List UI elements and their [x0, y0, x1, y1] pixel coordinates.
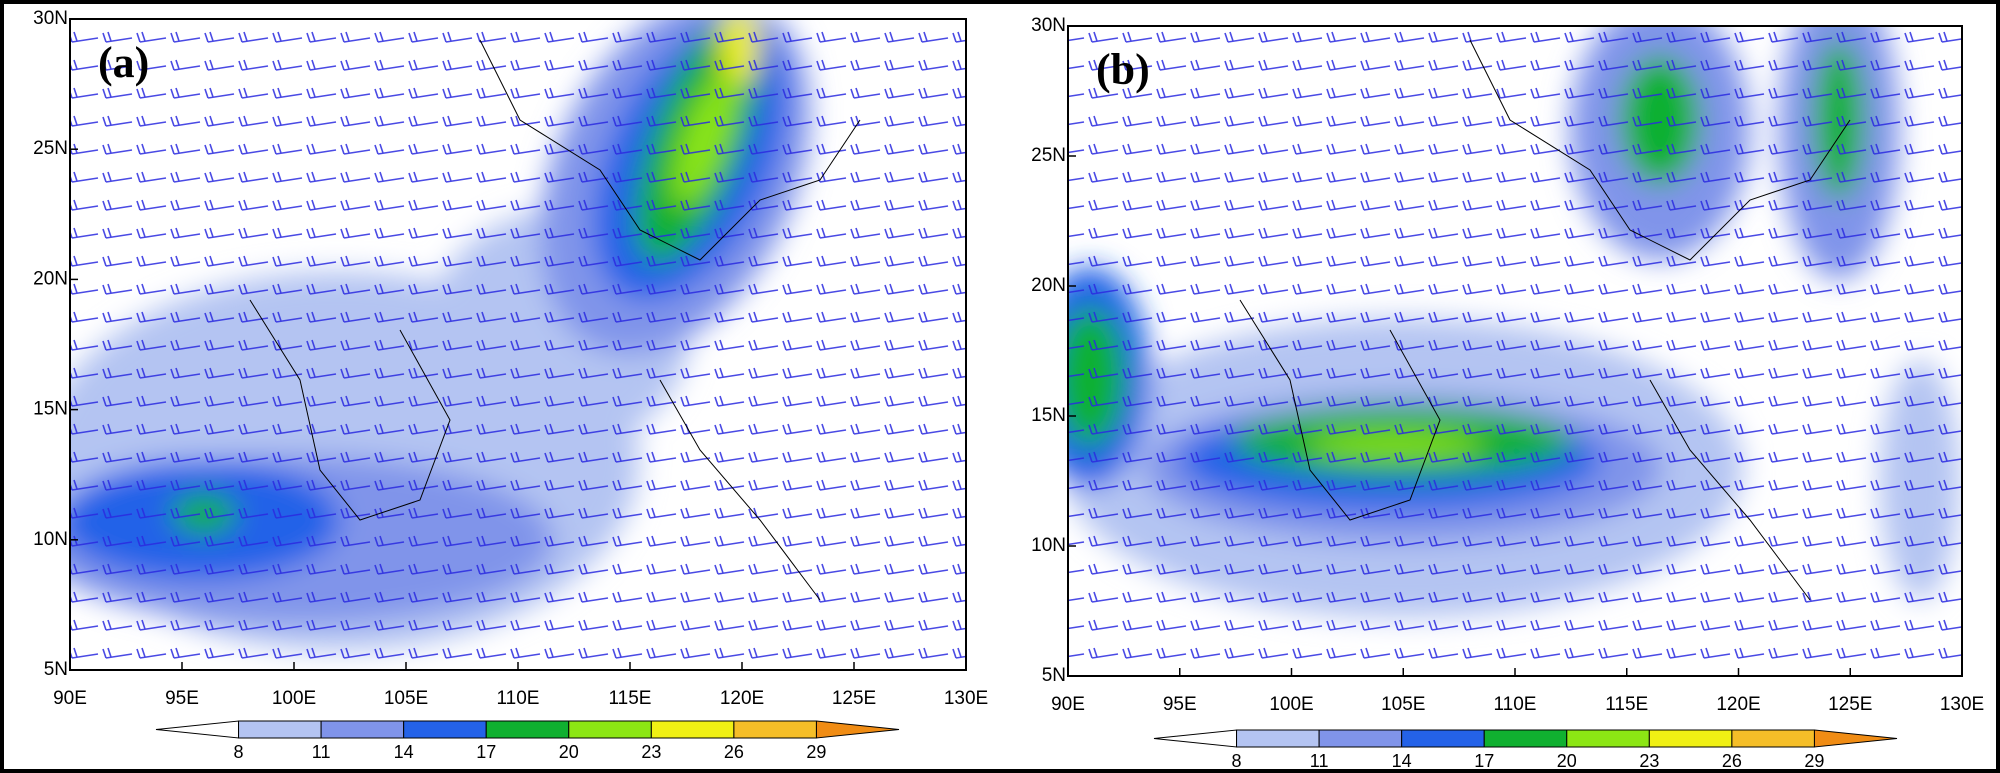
colorbar-label: 14	[1392, 751, 1412, 771]
colorbar-label: 29	[1804, 751, 1824, 771]
colorbar-label: 17	[476, 742, 496, 762]
shading-b	[1068, 26, 1962, 676]
x-tick-label: 120E	[1716, 694, 1760, 715]
panel-label: (a)	[98, 38, 149, 87]
x-tick-label: 115E	[1605, 694, 1648, 715]
x-tick-label: 120E	[720, 688, 764, 709]
colorbar-label: 20	[559, 742, 579, 762]
x-tick-label: 105E	[384, 688, 428, 709]
x-tick-label: 100E	[1269, 694, 1313, 715]
colorbar-box	[1483, 729, 1568, 748]
colorbar-box	[1731, 729, 1815, 748]
colorbar-label: 26	[1722, 751, 1742, 771]
colorbar-box	[485, 720, 570, 739]
y-tick-label: 10N	[1031, 535, 1066, 556]
x-tick-label: 100E	[272, 688, 316, 709]
shading-a	[70, 19, 966, 670]
colorbar-box	[568, 720, 652, 739]
colorbar-label: 17	[1474, 751, 1494, 771]
colorbar-label: 14	[394, 742, 414, 762]
x-tick-label: 95E	[1163, 694, 1197, 715]
x-tick-label: 95E	[165, 688, 199, 709]
y-tick-label: 15N	[33, 399, 68, 420]
x-tick-label: 125E	[1828, 694, 1872, 715]
colorbar-box	[238, 720, 322, 739]
colorbar-over	[815, 720, 900, 739]
colorbar-label: 26	[724, 742, 744, 762]
colorbar-box	[1648, 729, 1733, 748]
x-tick-label: 115E	[609, 688, 652, 709]
y-tick-label: 20N	[33, 268, 68, 289]
x-tick-label: 90E	[53, 688, 87, 709]
x-tick-label: 105E	[1381, 694, 1425, 715]
colorbar-label: 29	[806, 742, 826, 762]
y-tick-label: 25N	[33, 138, 68, 159]
colorbar-label: 23	[1639, 751, 1659, 771]
colorbar-box	[1566, 729, 1650, 748]
y-tick-label: 5N	[44, 659, 68, 680]
x-tick-label: 90E	[1051, 694, 1085, 715]
colorbar-box	[320, 720, 405, 739]
x-tick-label: 130E	[944, 688, 988, 709]
y-tick-label: 5N	[1042, 665, 1066, 686]
colorbar-label: 23	[641, 742, 661, 762]
colorbar-box	[733, 720, 817, 739]
colorbar-label: 20	[1557, 751, 1577, 771]
x-tick-label: 110E	[497, 688, 540, 709]
x-tick-label: 125E	[832, 688, 876, 709]
x-tick-label: 130E	[1940, 694, 1984, 715]
colorbar-over	[1813, 729, 1898, 748]
colorbar-label: 11	[1310, 751, 1329, 771]
colorbar-box	[1236, 729, 1320, 748]
y-tick-label: 30N	[33, 8, 68, 29]
colorbar-box	[403, 720, 487, 739]
colorbar-label: 11	[312, 742, 331, 762]
y-tick-label: 25N	[1031, 145, 1066, 166]
colorbar-box	[1401, 729, 1485, 748]
y-tick-label: 10N	[33, 529, 68, 550]
colorbar-box	[1318, 729, 1403, 748]
x-tick-label: 110E	[1494, 694, 1537, 715]
y-tick-label: 30N	[1031, 15, 1066, 36]
y-tick-label: 20N	[1031, 275, 1066, 296]
colorbar-label: 8	[1232, 751, 1242, 771]
y-tick-label: 15N	[1031, 405, 1066, 426]
panel-label: (b)	[1096, 45, 1150, 94]
colorbar-box	[650, 720, 735, 739]
colorbar-label: 8	[234, 742, 244, 762]
